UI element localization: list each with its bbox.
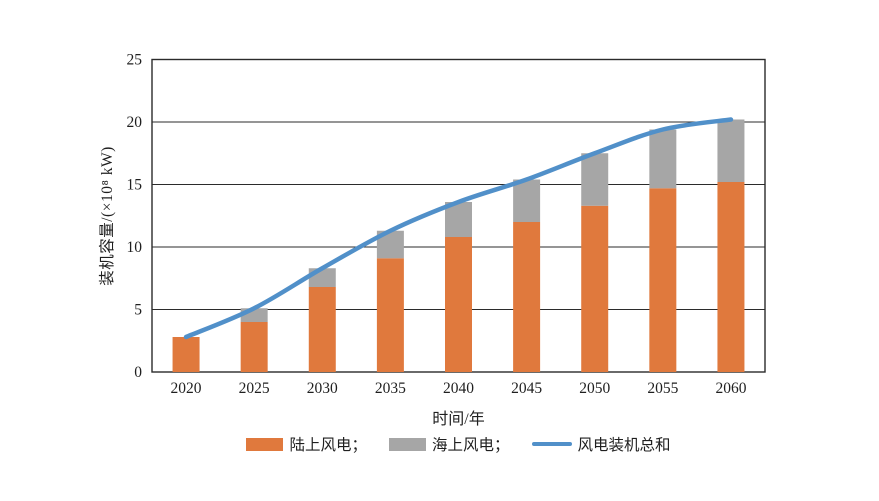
bar-offshore	[308, 268, 336, 287]
y-tick-label: 0	[134, 364, 142, 381]
total-capacity-line	[183, 117, 734, 340]
y-tick-label: 20	[127, 114, 143, 131]
legend-label-onshore: 陆上风电；	[289, 437, 367, 454]
bar-onshore	[513, 222, 541, 372]
bar-onshore	[581, 205, 609, 372]
x-tick-label: 2025	[239, 380, 270, 397]
x-tick-label: 2045	[511, 380, 542, 397]
x-tick-label: 2040	[443, 380, 474, 397]
legend-label-total: 风电装机总和	[577, 437, 671, 454]
x-tick-label: 2060	[715, 380, 746, 397]
offshore-swatch-icon	[388, 437, 426, 451]
bar-onshore	[445, 237, 472, 372]
legend-item-offshore: 海上风电；	[388, 433, 510, 455]
legend-label-offshore: 海上风电；	[431, 437, 510, 454]
y-tick-label: 15	[127, 177, 143, 194]
legend-item-total: 风电装机总和	[531, 433, 671, 455]
x-tick-label: 2030	[307, 380, 338, 397]
bar-onshore	[376, 258, 404, 372]
bar-onshore	[172, 337, 200, 372]
bar-onshore	[717, 182, 745, 372]
y-tick-label: 25	[127, 52, 143, 69]
x-tick-label: 2020	[171, 380, 202, 397]
x-tick-label: 2055	[647, 380, 678, 397]
total-line-swatch-icon	[531, 441, 572, 447]
x-tick-label: 2050	[579, 380, 610, 397]
bar-onshore	[240, 322, 268, 372]
bar-offshore	[717, 119, 745, 182]
x-axis-title: 时间/年	[432, 411, 485, 428]
x-tick-label: 2035	[375, 380, 406, 397]
bar-onshore	[308, 287, 336, 372]
legend-item-onshore: 陆上风电；	[246, 433, 367, 455]
bar-offshore	[649, 129, 677, 189]
bar-offshore	[581, 153, 609, 206]
bar-offshore	[513, 179, 541, 222]
y-tick-label: 5	[134, 302, 142, 319]
onshore-swatch-icon	[246, 437, 284, 451]
chart-legend: 陆上风电； 海上风电； 风电装机总和	[152, 433, 765, 455]
y-tick-label: 10	[127, 239, 143, 256]
y-axis-title: 装机容量/(×10⁸ kW)	[99, 146, 116, 286]
bar-onshore	[649, 188, 677, 372]
